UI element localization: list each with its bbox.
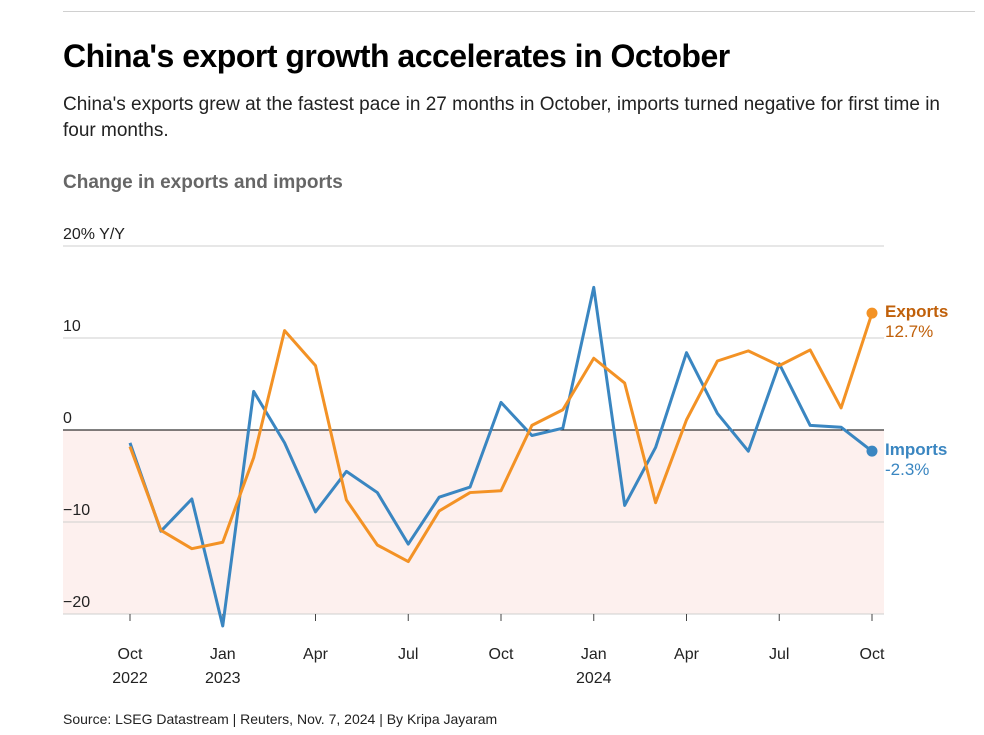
source-note: Source: LSEG Datastream | Reuters, Nov. … xyxy=(63,711,498,727)
series-end-point-exports xyxy=(866,307,878,319)
subtitle: China's exports grew at the fastest pace… xyxy=(63,94,940,141)
page-title: China's export growth accelerates in Oct… xyxy=(63,38,730,74)
x-tick-label: Apr xyxy=(303,646,329,663)
y-tick-label: 20% Y/Y xyxy=(63,226,125,243)
y-tick-label: −20 xyxy=(63,594,90,611)
x-tick-year-label: 2022 xyxy=(112,670,148,687)
x-tick-year-label: 2023 xyxy=(205,670,241,687)
y-tick-label: −10 xyxy=(63,502,90,519)
x-tick-label: Jul xyxy=(398,646,418,663)
y-tick-label: 0 xyxy=(63,410,72,427)
x-tick-label: Oct xyxy=(489,646,514,663)
x-tick-label: Oct xyxy=(118,646,143,663)
series-value-label-imports: -2.3% xyxy=(885,460,929,479)
x-tick-label: Jan xyxy=(210,646,236,663)
divider xyxy=(63,11,975,12)
y-tick-label: 10 xyxy=(63,318,81,335)
series-value-label-exports: 12.7% xyxy=(885,322,933,341)
x-tick-label: Oct xyxy=(860,646,885,663)
series-label-imports: Imports xyxy=(885,440,947,459)
x-tick-label: Jul xyxy=(769,646,789,663)
series-end-point-imports xyxy=(866,445,878,457)
series-label-exports: Exports xyxy=(885,302,948,321)
series-line-exports xyxy=(128,312,874,564)
series-line-imports xyxy=(128,285,873,628)
x-tick-label: Jan xyxy=(581,646,607,663)
x-tick-year-label: 2024 xyxy=(576,670,612,687)
chart-heading: Change in exports and imports xyxy=(63,172,343,193)
x-tick-label: Apr xyxy=(674,646,700,663)
